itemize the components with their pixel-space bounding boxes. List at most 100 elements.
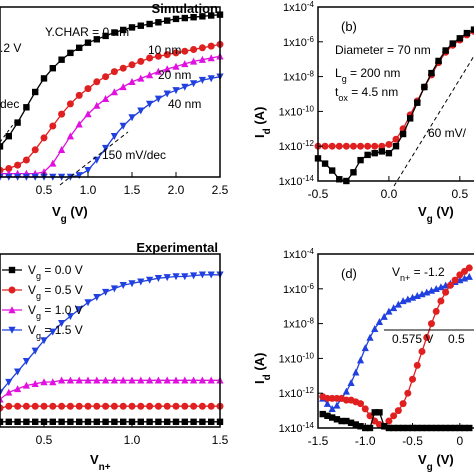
data-point-c-3-19	[163, 274, 171, 282]
data-point-a-1-5	[40, 134, 48, 142]
data-point-a-1-1	[5, 165, 13, 172]
data-point-c-1-1	[5, 402, 13, 410]
data-point-a-2-12	[102, 95, 110, 102]
data-point-c-2-4	[31, 379, 39, 387]
data-point-a-2-19	[163, 65, 171, 73]
x-tick-label: 0	[456, 434, 463, 448]
data-point-c-0-0	[0, 418, 4, 426]
y-tick-label: 1x10-4	[283, 247, 315, 262]
data-point-d-1-18	[404, 389, 412, 397]
data-point-a-3-17	[146, 100, 154, 108]
data-point-c-0-4	[32, 418, 39, 426]
data-point-c-3-13	[110, 285, 118, 293]
data-point-b-1-12	[399, 130, 407, 138]
data-point-c-1-14	[119, 402, 127, 410]
data-point-a-1-12	[102, 73, 110, 81]
y-tick-label: 1x10-6	[283, 281, 315, 296]
annotation-10nm: 10 nm	[148, 43, 181, 57]
panel-d-xticks: -1.5 -1.0 -0.5 0	[308, 423, 463, 448]
data-point-d-0-10	[366, 333, 374, 341]
x-tick-label: 0.5	[36, 183, 53, 197]
y-tick-label: 1x10-14	[279, 174, 315, 189]
data-point-b-0-10	[385, 140, 393, 148]
data-point-c-0-18	[155, 418, 162, 426]
data-point-a-2-20	[172, 62, 180, 70]
data-point-c-3-12	[102, 288, 110, 296]
annotation-vn: Vn+ = -1.2	[392, 265, 445, 283]
annotation-0575: 0.575 V	[392, 332, 433, 346]
data-point-c-3-8	[66, 313, 74, 321]
data-point-d-0-13	[380, 312, 388, 320]
data-point-a-2-14	[119, 83, 127, 91]
data-point-a-2-9	[75, 120, 83, 128]
data-point-a-3-13	[110, 133, 118, 140]
data-point-b-1-3	[336, 176, 343, 183]
data-point-a-0-21	[181, 14, 188, 22]
data-point-c-2-8	[66, 376, 74, 384]
data-point-d-0-15	[390, 304, 398, 312]
x-tick-label: -0.5	[402, 434, 423, 448]
data-point-a-3-9	[75, 172, 83, 180]
data-point-c-3-0	[0, 389, 4, 397]
y-tick-label: 1x10-8	[283, 316, 315, 331]
data-point-a-0-19	[164, 17, 171, 24]
annotation-tox: tox = 4.5 nm	[335, 85, 398, 103]
data-point-c-2-16	[137, 376, 145, 384]
data-point-a-1-7	[58, 110, 66, 118]
x-tick-label: 2.0	[168, 183, 185, 197]
data-point-b-1-17	[435, 57, 442, 65]
y-tick-label: 1x10-8	[283, 69, 315, 84]
data-point-b-1-22	[470, 26, 474, 33]
x-tick-label: 1.0	[80, 183, 97, 197]
data-point-c-3-3	[22, 358, 30, 366]
data-point-c-2-21	[181, 376, 189, 384]
panel-d: 1x10-41x10-61x10-81x10-101x10-121x10-14 …	[252, 247, 474, 473]
data-point-c-3-16	[137, 278, 145, 286]
data-point-c-0-14	[120, 418, 127, 426]
data-point-d-2-11	[371, 409, 378, 416]
slope-line-60mv	[393, 55, 474, 187]
data-point-d-2-2	[328, 414, 336, 421]
data-point-a-1-20	[172, 49, 180, 57]
data-point-c-1-19	[163, 402, 171, 410]
panel-b-ylabel: Id (A)	[252, 107, 273, 138]
data-point-a-1-3	[22, 156, 30, 164]
data-point-a-1-6	[49, 122, 57, 130]
data-point-a-2-24	[207, 54, 215, 62]
x-tick-label: -1.5	[308, 434, 329, 448]
data-point-d-1-31	[465, 264, 473, 272]
data-point-d-1-16	[394, 407, 402, 415]
legend-label: Vg = 1.0 V	[28, 303, 83, 321]
data-point-c-2-0	[0, 395, 4, 403]
data-point-a-2-18	[154, 67, 162, 75]
x-tick-label: -0.5	[308, 187, 329, 201]
panel-c-frame	[0, 253, 221, 428]
legend-label: Vg = 0.0 V	[28, 263, 83, 281]
data-point-b-1-16	[428, 69, 435, 77]
data-point-d-2-6	[347, 419, 355, 426]
data-point-c-1-17	[146, 402, 154, 410]
data-point-b-1-9	[378, 148, 386, 155]
data-point-b-0-1	[321, 142, 329, 150]
data-point-a-2-17	[146, 71, 154, 79]
data-point-c-0-1	[5, 418, 12, 426]
data-point-c-2-5	[40, 378, 48, 386]
data-point-d-1-25	[437, 297, 445, 305]
data-point-d-2-3	[333, 416, 341, 423]
data-point-a-1-2	[14, 161, 22, 169]
data-point-a-3-15	[128, 114, 136, 122]
legend-marker	[8, 326, 16, 334]
data-point-d-1-14	[385, 417, 393, 425]
panel-b: 1x10-41x10-61x10-81x10-101x10-121x10-14 …	[252, 0, 474, 225]
data-point-c-1-8	[66, 402, 74, 410]
data-point-a-0-6	[49, 65, 56, 72]
data-point-c-0-15	[128, 418, 136, 426]
x-tick-label: 1.0	[124, 433, 141, 447]
data-point-a-1-11	[93, 78, 101, 86]
data-point-c-3-6	[49, 328, 57, 336]
data-point-a-2-11	[93, 101, 101, 109]
data-point-c-3-5	[40, 337, 48, 345]
data-point-c-0-13	[111, 418, 118, 426]
data-point-a-1-9	[75, 91, 83, 99]
